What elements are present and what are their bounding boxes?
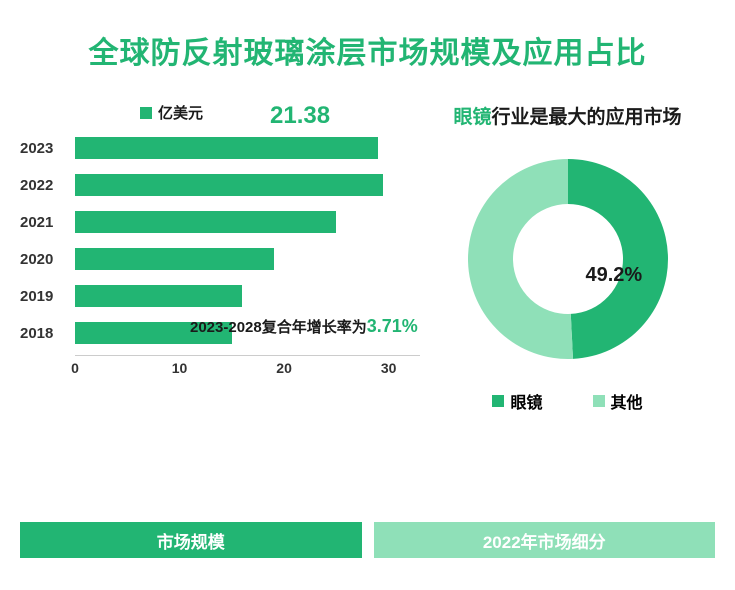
bar-fill bbox=[75, 174, 383, 196]
bar-ylabel: 2023 bbox=[20, 140, 75, 157]
bar-ylabel: 2020 bbox=[20, 251, 75, 268]
bar-ylabel: 2021 bbox=[20, 214, 75, 231]
x-tick: 10 bbox=[172, 360, 188, 376]
donut-title: 眼镜行业是最大的应用市场 bbox=[420, 102, 715, 129]
bar-row: 2020 bbox=[20, 244, 420, 274]
donut-chart: 49.2% bbox=[458, 149, 678, 369]
donut-title-suffix: 行业是最大的应用市场 bbox=[492, 107, 682, 128]
x-tick: 0 bbox=[71, 360, 79, 376]
bar-ylabel: 2019 bbox=[20, 288, 75, 305]
bar-x-axis: 0102030 bbox=[75, 355, 420, 385]
page-title: 全球防反射玻璃涂层市场规模及应用占比 bbox=[0, 0, 735, 72]
donut-legend-label: 眼镜 bbox=[510, 389, 542, 413]
bar-track bbox=[75, 211, 420, 233]
footer-bar-left: 市场规模 bbox=[20, 522, 362, 558]
bar-row: 2021 bbox=[20, 207, 420, 237]
donut-svg bbox=[458, 149, 678, 369]
x-tick: 30 bbox=[381, 360, 397, 376]
bar-fill bbox=[75, 248, 274, 270]
donut-center-label: 49.2% bbox=[586, 264, 643, 287]
footer-bars: 市场规模 2022年市场细分 bbox=[0, 522, 735, 558]
bar-track bbox=[75, 174, 420, 196]
donut-legend: 眼镜 其他 bbox=[420, 389, 715, 413]
footer-bar-right: 2022年市场细分 bbox=[374, 522, 716, 558]
market-value-callout: 21.38 bbox=[270, 102, 330, 130]
donut-panel: 眼镜行业是最大的应用市场 49.2% 眼镜其他 bbox=[420, 82, 715, 512]
donut-legend-item: 其他 bbox=[593, 389, 643, 413]
legend-square-icon bbox=[492, 395, 504, 407]
donut-slice bbox=[568, 159, 668, 359]
legend-square-icon bbox=[140, 107, 152, 119]
x-tick: 20 bbox=[276, 360, 292, 376]
bar-chart-panel: 亿美元 21.38 2023 2022 2021 2020 2019 2018 0 10 20… bbox=[20, 82, 420, 512]
cagr-value: 3.71% bbox=[367, 316, 418, 336]
bar-row: 2023 bbox=[20, 133, 420, 163]
donut-legend-label: 其他 bbox=[611, 389, 643, 413]
bar-ylabel: 2018 bbox=[20, 325, 75, 342]
bar-track bbox=[75, 137, 420, 159]
legend-square-icon bbox=[593, 395, 605, 407]
cagr-prefix: 2023-2028复合年增长率为 bbox=[190, 319, 367, 336]
bar-fill bbox=[75, 137, 378, 159]
bar-ylabel: 2022 bbox=[20, 177, 75, 194]
content-area: 亿美元 21.38 2023 2022 2021 2020 2019 2018 0 10 20… bbox=[0, 72, 735, 512]
donut-slice bbox=[467, 159, 572, 359]
bar-fill bbox=[75, 211, 336, 233]
cagr-note: 2023-2028复合年增长率为3.71% bbox=[190, 316, 418, 337]
bar-track bbox=[75, 248, 420, 270]
bar-track bbox=[75, 285, 420, 307]
bar-row: 2022 bbox=[20, 170, 420, 200]
bar-row: 2019 bbox=[20, 281, 420, 311]
bar-legend-label: 亿美元 bbox=[158, 102, 203, 123]
donut-title-prefix: 眼镜 bbox=[453, 107, 491, 128]
bar-fill bbox=[75, 285, 242, 307]
donut-legend-item: 眼镜 bbox=[492, 389, 542, 413]
